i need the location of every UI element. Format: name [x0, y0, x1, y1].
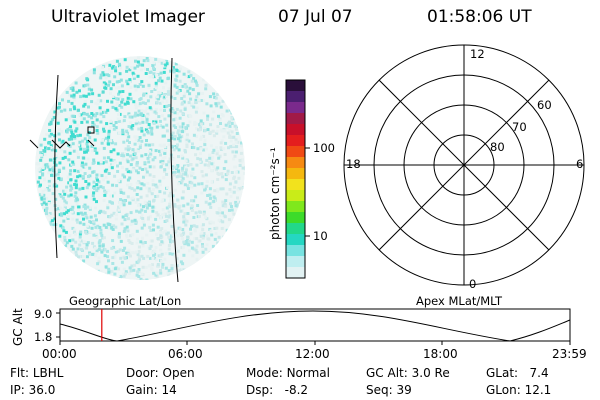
status-door: Door: Open	[126, 366, 195, 380]
lat-label-80: 80	[490, 140, 505, 154]
orbit-y-axis-label: GC Alt	[11, 308, 25, 346]
lat-label-60: 60	[537, 98, 552, 112]
apex-label: Apex MLat/MLT	[416, 294, 503, 308]
mlt-label-0: 0	[469, 277, 477, 291]
uv-image-disk	[35, 56, 245, 280]
longitude-lines	[29, 57, 179, 283]
colorbar-swatch	[286, 201, 305, 213]
colorbar	[285, 79, 310, 279]
orbit-y-tick-min: 1.8	[34, 330, 53, 344]
colorbar-swatch	[286, 212, 305, 224]
colorbar-swatch	[286, 234, 305, 246]
orbit-x-tick: 18:00	[423, 347, 458, 361]
time-label: 01:58:06 UT	[427, 7, 532, 27]
status-glat: GLat: 7.4	[486, 366, 549, 380]
colorbar-swatch	[286, 267, 305, 279]
instrument-title: Ultraviolet Imager	[51, 7, 205, 27]
colorbar-swatch	[286, 223, 305, 235]
colorbar-swatch	[286, 135, 305, 147]
colorbar-swatch	[286, 80, 305, 92]
lat-label-70: 70	[512, 120, 527, 134]
colorbar-unit-label: photon cm⁻²s⁻¹	[268, 147, 282, 240]
colorbar-swatch	[286, 102, 305, 114]
status-gain: Gain: 14	[126, 383, 177, 397]
status-dsp: Dsp: -8.2	[246, 383, 309, 397]
colorbar-swatch	[286, 91, 305, 103]
colorbar-swatch	[286, 179, 305, 191]
status-mode: Mode: Normal	[246, 366, 330, 380]
status-gc-alt: GC Alt: 3.0 Re	[366, 366, 450, 380]
colorbar-swatch	[286, 113, 305, 125]
orbit-plot	[56, 308, 571, 345]
mlt-label-18: 18	[346, 157, 361, 171]
orbit-y-tick-max: 9.0	[34, 307, 53, 321]
colorbar-tick-100: 100	[313, 141, 335, 155]
status-seq: Seq: 39	[366, 383, 412, 397]
polar-plot	[343, 44, 585, 286]
colorbar-swatch	[286, 245, 305, 257]
colorbar-swatch	[286, 146, 305, 158]
orbit-x-tick: 23:59	[552, 347, 587, 361]
orbit-x-tick: 12:00	[295, 347, 330, 361]
colorbar-swatch	[286, 124, 305, 136]
status-ip: IP: 36.0	[10, 383, 56, 397]
colorbar-tick-10: 10	[313, 229, 328, 243]
mlt-label-12: 12	[470, 47, 485, 61]
colorbar-swatch	[286, 256, 305, 268]
status-glon: GLon: 12.1	[486, 383, 552, 397]
colorbar-swatch	[286, 190, 305, 202]
orbit-x-tick: 00:00	[42, 347, 77, 361]
geographic-label: Geographic Lat/Lon	[69, 294, 182, 308]
colorbar-swatch	[286, 157, 305, 169]
date-label: 07 Jul 07	[278, 7, 353, 27]
colorbar-swatch	[286, 168, 305, 180]
orbit-x-tick: 06:00	[168, 347, 203, 361]
status-flt: Flt: LBHL	[10, 366, 64, 380]
mlt-label-6: 6	[576, 157, 584, 171]
